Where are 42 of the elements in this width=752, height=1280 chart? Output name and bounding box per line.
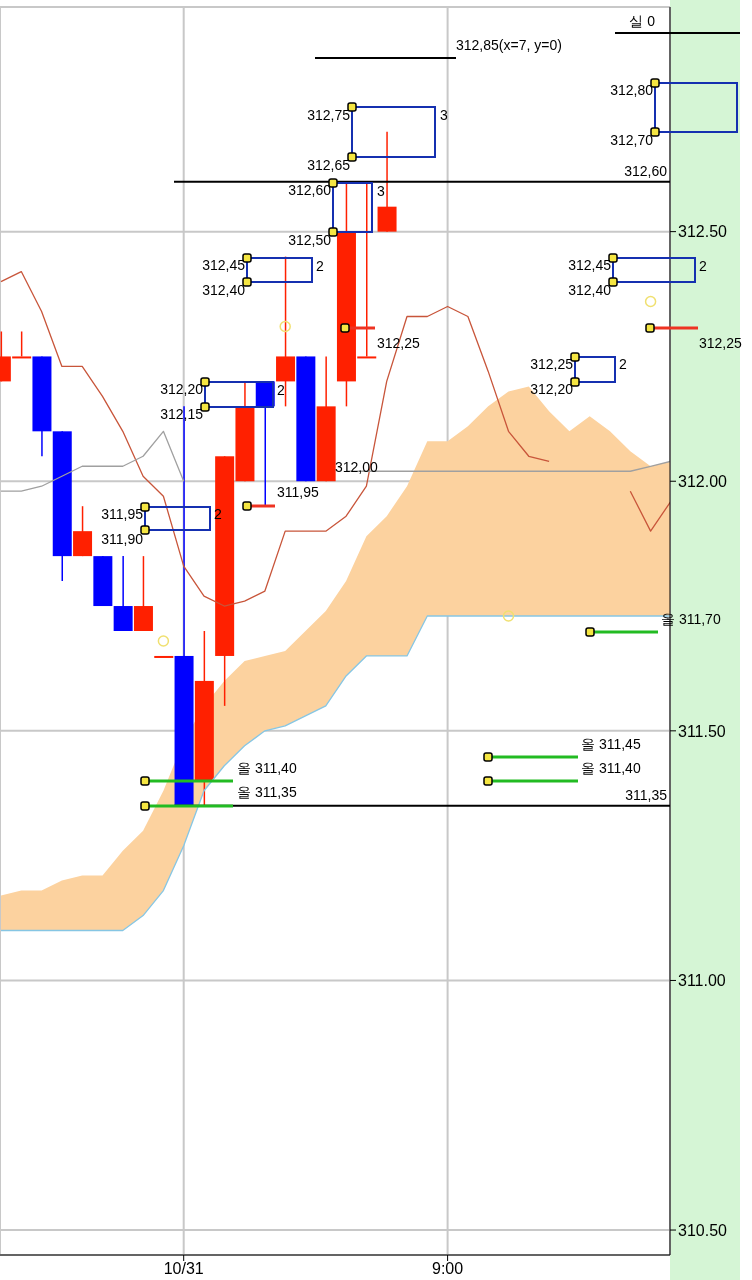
annotation: 312,70 bbox=[610, 132, 654, 148]
annotation: 2 bbox=[277, 382, 285, 398]
point bbox=[157, 635, 170, 647]
annotation: 312,20 bbox=[160, 381, 204, 397]
x-tick-label: 10/31 bbox=[163, 1260, 204, 1278]
y-tick-label: 312.50 bbox=[678, 223, 728, 241]
annotation: 올 311,45 bbox=[581, 736, 641, 752]
annotation: 311,90 bbox=[101, 531, 144, 547]
annotation: 312,50 bbox=[288, 232, 332, 248]
annotation: 2 bbox=[619, 356, 627, 372]
ref-line-label: 311,35 bbox=[625, 786, 668, 803]
annotation: 311,95 bbox=[101, 506, 144, 522]
annotation: 312,80 bbox=[610, 82, 654, 98]
text: 312,25 bbox=[699, 335, 743, 351]
annotation: 312,45 bbox=[202, 257, 246, 273]
text: 2 bbox=[699, 258, 707, 274]
annotation: 311,95 bbox=[277, 484, 319, 500]
annotation: 312,75 bbox=[307, 107, 351, 123]
y-tick-label: 311.50 bbox=[678, 722, 726, 740]
annotation: 312,20 bbox=[530, 381, 574, 397]
ref-line-label: 312,60 bbox=[624, 162, 668, 179]
annotation: 312,85(x=7, y=0) bbox=[456, 37, 562, 53]
annotation: 3 bbox=[440, 107, 448, 123]
annotation: 실 0 bbox=[629, 13, 656, 29]
annotation: 312,65 bbox=[307, 157, 351, 173]
annotation: 올 311,40 bbox=[237, 760, 297, 776]
y-tick-label: 311.00 bbox=[678, 972, 726, 990]
annotation: 올 311,40 bbox=[581, 760, 641, 776]
annotation: 312,60 bbox=[288, 182, 332, 198]
y-tick-label: 310.50 bbox=[678, 1221, 728, 1239]
annotation: 올 311,35 bbox=[237, 784, 297, 800]
annotation: 312,40 bbox=[202, 282, 246, 298]
annotation: 2 bbox=[316, 258, 324, 274]
point bbox=[644, 295, 657, 308]
annotation: 312,40 bbox=[568, 282, 612, 298]
annotation: 312,45 bbox=[568, 257, 612, 273]
point bbox=[279, 320, 291, 333]
x-tick-label: 9:00 bbox=[432, 1260, 464, 1278]
y-tick-label: 312.00 bbox=[678, 472, 728, 490]
annotation: 3 bbox=[377, 183, 385, 199]
point bbox=[502, 610, 515, 622]
annotation: 312,25 bbox=[530, 356, 574, 372]
